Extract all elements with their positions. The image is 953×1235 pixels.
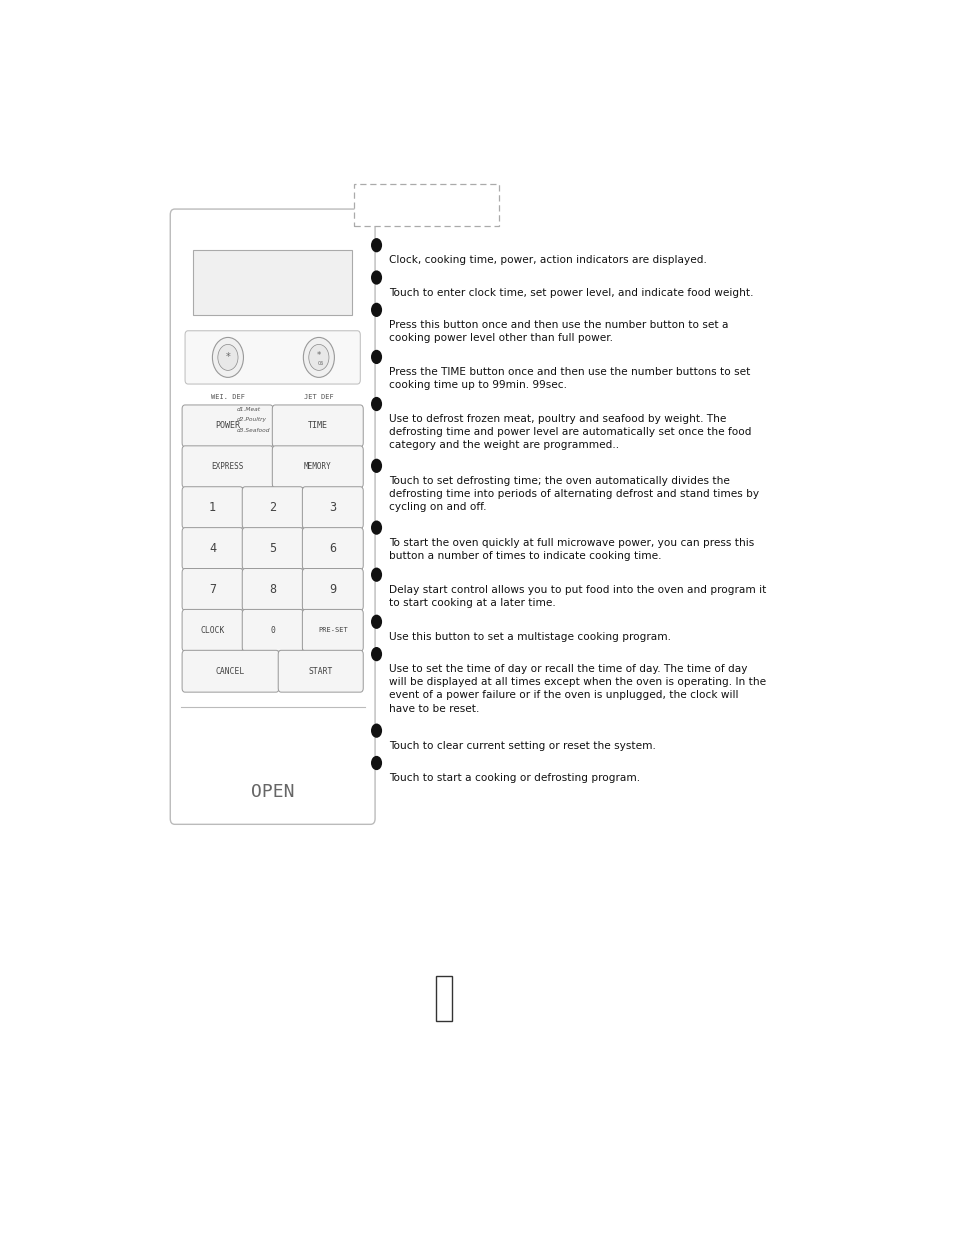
Text: EXPRESS: EXPRESS xyxy=(212,462,244,472)
FancyBboxPatch shape xyxy=(242,487,303,529)
Text: Touch to set defrosting time; the oven automatically divides the
defrosting time: Touch to set defrosting time; the oven a… xyxy=(389,475,759,513)
Circle shape xyxy=(371,350,382,364)
FancyBboxPatch shape xyxy=(182,405,273,447)
FancyBboxPatch shape xyxy=(182,527,243,569)
Circle shape xyxy=(371,615,382,629)
Text: 1: 1 xyxy=(209,501,216,514)
Circle shape xyxy=(371,520,382,535)
Text: WEI. DEF: WEI. DEF xyxy=(211,394,245,400)
Text: Use to set the time of day or recall the time of day. The time of day
will be di: Use to set the time of day or recall the… xyxy=(389,664,765,714)
Circle shape xyxy=(371,756,382,771)
Text: CLOCK: CLOCK xyxy=(200,626,225,635)
Circle shape xyxy=(303,337,335,378)
FancyBboxPatch shape xyxy=(182,651,278,692)
Text: JET DEF: JET DEF xyxy=(304,394,334,400)
FancyBboxPatch shape xyxy=(242,568,303,610)
FancyBboxPatch shape xyxy=(302,609,363,651)
Text: 5: 5 xyxy=(269,542,276,555)
FancyBboxPatch shape xyxy=(302,568,363,610)
Circle shape xyxy=(217,345,238,370)
FancyBboxPatch shape xyxy=(182,446,273,488)
Text: Press the TIME button once and then use the number buttons to set
cooking time u: Press the TIME button once and then use … xyxy=(389,367,750,390)
Text: PRE-SET: PRE-SET xyxy=(317,627,347,634)
Text: Touch to enter clock time, set power level, and indicate food weight.: Touch to enter clock time, set power lev… xyxy=(389,288,753,298)
Text: CANCEL: CANCEL xyxy=(215,667,245,676)
Text: Press this button once and then use the number button to set a
cooking power lev: Press this button once and then use the … xyxy=(389,320,728,343)
Text: 8: 8 xyxy=(269,583,276,597)
Bar xyxy=(436,976,452,1021)
Bar xyxy=(354,184,498,226)
Text: *: * xyxy=(316,351,320,361)
Circle shape xyxy=(371,724,382,737)
Text: START: START xyxy=(308,667,333,676)
Text: TIME: TIME xyxy=(308,421,328,430)
Text: 4: 4 xyxy=(209,542,216,555)
Text: 2: 2 xyxy=(269,501,276,514)
Text: 7: 7 xyxy=(209,583,216,597)
Text: 6: 6 xyxy=(329,542,336,555)
Circle shape xyxy=(371,568,382,582)
Text: To start the oven quickly at full microwave power, you can press this
button a n: To start the oven quickly at full microw… xyxy=(389,537,754,561)
FancyBboxPatch shape xyxy=(242,527,303,569)
FancyBboxPatch shape xyxy=(185,331,360,384)
FancyBboxPatch shape xyxy=(272,446,363,488)
Text: MEMORY: MEMORY xyxy=(304,462,332,472)
Text: 06: 06 xyxy=(317,361,324,366)
Circle shape xyxy=(371,458,382,473)
FancyBboxPatch shape xyxy=(182,487,243,529)
Text: OPEN: OPEN xyxy=(251,783,294,802)
Text: POWER: POWER xyxy=(214,421,240,430)
Bar xyxy=(193,249,352,315)
Text: Delay start control allows you to put food into the oven and program it
to start: Delay start control allows you to put fo… xyxy=(389,584,765,608)
Circle shape xyxy=(213,337,243,378)
Circle shape xyxy=(371,238,382,252)
Text: Use this button to set a multistage cooking program.: Use this button to set a multistage cook… xyxy=(389,632,670,642)
FancyBboxPatch shape xyxy=(272,405,363,447)
Circle shape xyxy=(309,345,329,370)
FancyBboxPatch shape xyxy=(302,487,363,529)
Text: *: * xyxy=(225,352,230,362)
Circle shape xyxy=(371,303,382,317)
Text: 3: 3 xyxy=(329,501,336,514)
Text: 9: 9 xyxy=(329,583,336,597)
Text: 0: 0 xyxy=(270,626,274,635)
FancyBboxPatch shape xyxy=(302,527,363,569)
FancyBboxPatch shape xyxy=(242,609,303,651)
Text: d3.Seafood: d3.Seafood xyxy=(236,427,270,432)
Text: Touch to start a cooking or defrosting program.: Touch to start a cooking or defrosting p… xyxy=(389,773,639,783)
Circle shape xyxy=(371,647,382,661)
Text: Clock, cooking time, power, action indicators are displayed.: Clock, cooking time, power, action indic… xyxy=(389,256,706,266)
Text: d1.Meat: d1.Meat xyxy=(236,406,260,411)
FancyBboxPatch shape xyxy=(278,651,363,692)
Text: d2.Poultry: d2.Poultry xyxy=(236,417,267,422)
FancyBboxPatch shape xyxy=(170,209,375,824)
FancyBboxPatch shape xyxy=(182,568,243,610)
Circle shape xyxy=(371,396,382,411)
Circle shape xyxy=(371,270,382,284)
Text: Touch to clear current setting or reset the system.: Touch to clear current setting or reset … xyxy=(389,741,656,751)
Text: Use to defrost frozen meat, poultry and seafood by weight. The
defrosting time a: Use to defrost frozen meat, poultry and … xyxy=(389,414,751,451)
FancyBboxPatch shape xyxy=(182,609,243,651)
